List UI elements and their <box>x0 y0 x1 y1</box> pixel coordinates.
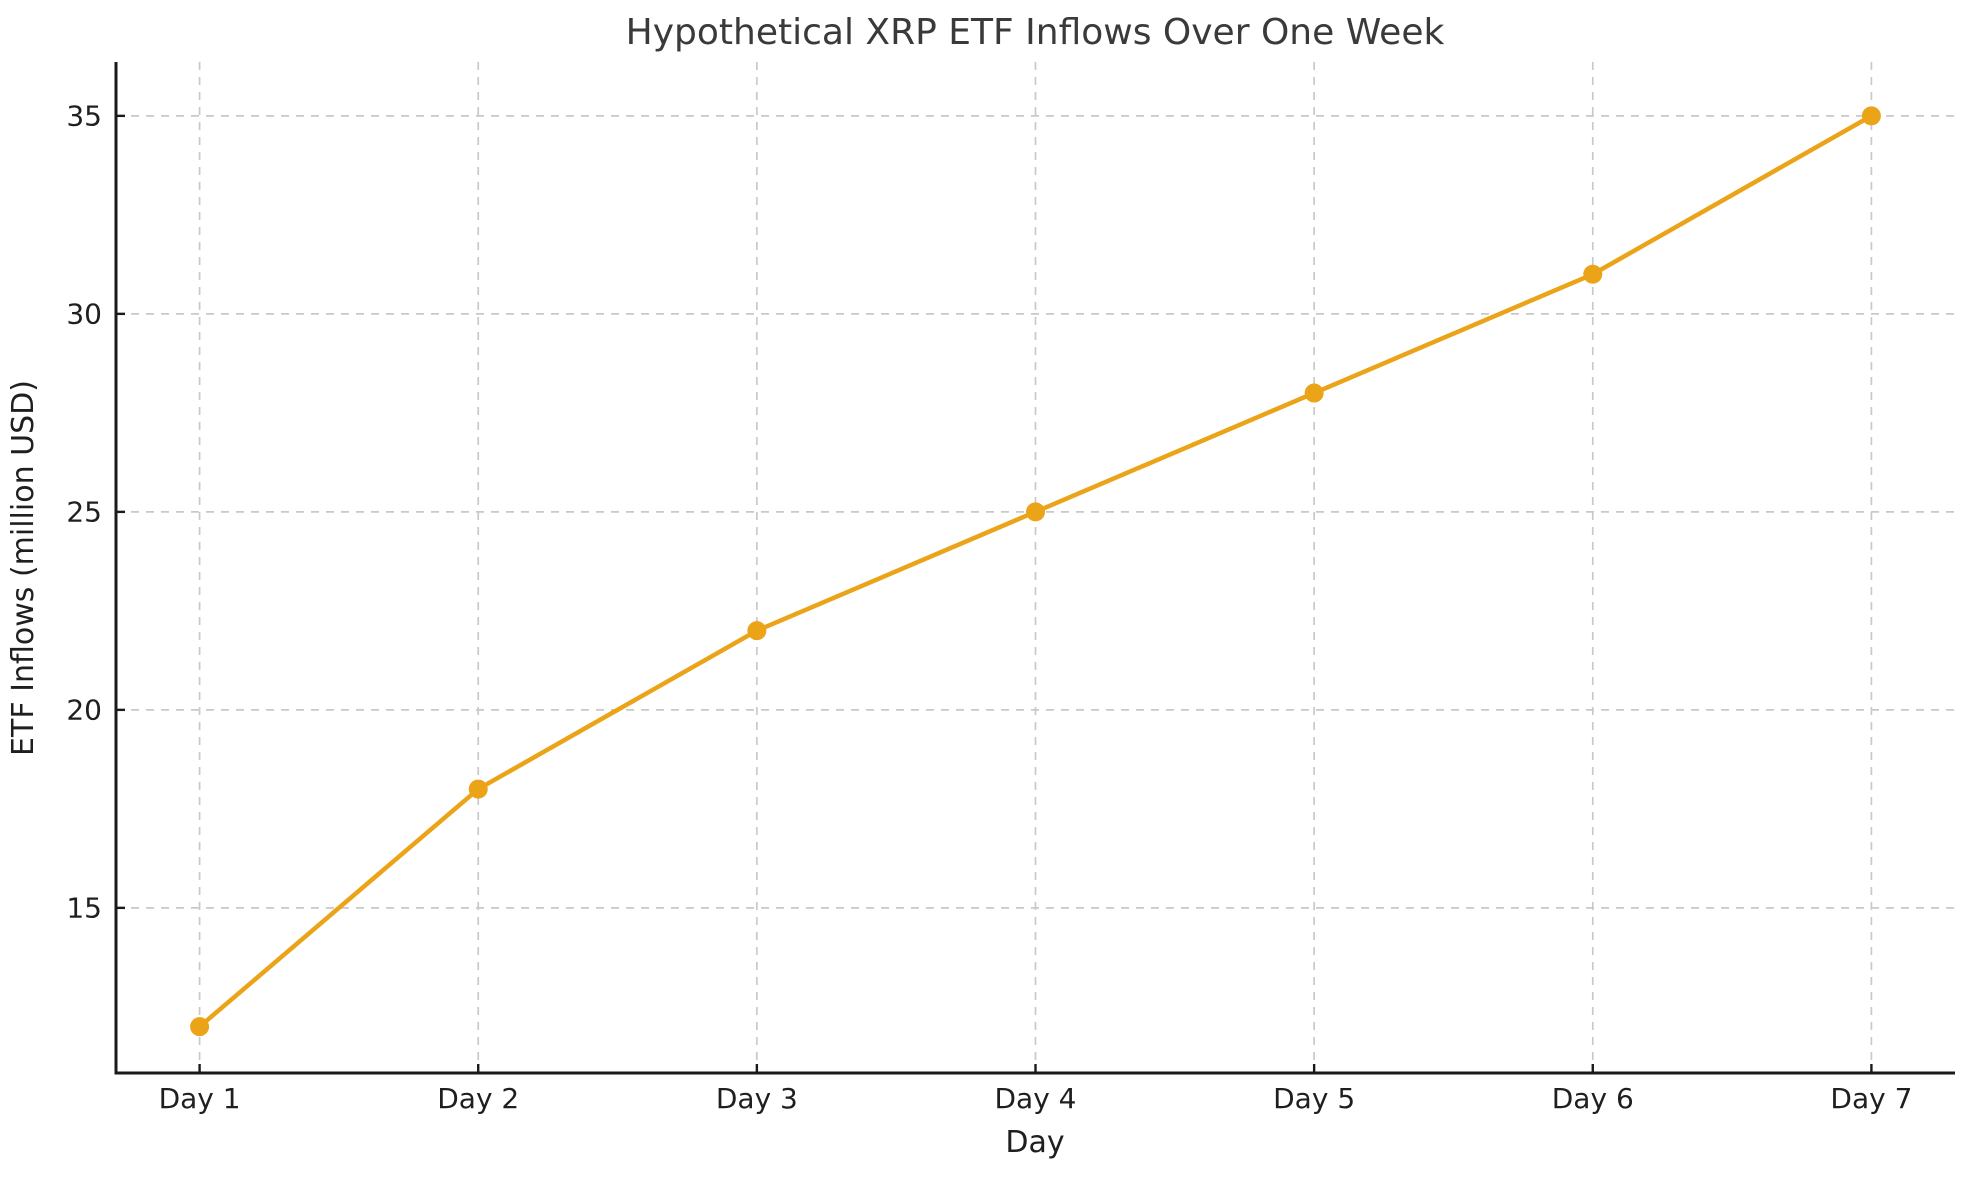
axis-layer: 15 20 25 30 35 Day 1 Day 2 Day 3 Day 4 Day 5 Day 6… <box>66 62 1955 1115</box>
chart-title: Hypothetical XRP ETF Inflows Over One We… <box>626 12 1445 53</box>
x-tick-label: Day 7 <box>1830 1082 1912 1115</box>
data-point <box>190 1017 210 1037</box>
y-tick-label: 25 <box>66 496 102 529</box>
data-point <box>1861 106 1881 126</box>
y-axis-label: ETF Inflows (million USD) <box>6 380 41 756</box>
x-tick-label: Day 6 <box>1552 1082 1634 1115</box>
data-point <box>747 621 767 641</box>
data-point <box>1583 264 1603 284</box>
y-tick-label: 20 <box>66 694 102 727</box>
y-tick-label: 15 <box>66 892 102 925</box>
grid-layer <box>116 62 1955 1073</box>
data-point <box>468 779 488 799</box>
x-tick-label: Day 2 <box>437 1082 519 1115</box>
x-tick-label: Day 1 <box>159 1082 241 1115</box>
x-tick-label: Day 5 <box>1273 1082 1355 1115</box>
data-point <box>1304 383 1324 403</box>
x-tick-label: Day 4 <box>994 1082 1076 1115</box>
data-series <box>190 106 1881 1037</box>
x-tick-label: Day 3 <box>716 1082 798 1115</box>
y-tick-label: 35 <box>66 100 102 133</box>
y-tick-label: 30 <box>66 298 102 331</box>
x-axis-label: Day <box>1005 1125 1064 1160</box>
data-point <box>1026 502 1045 522</box>
